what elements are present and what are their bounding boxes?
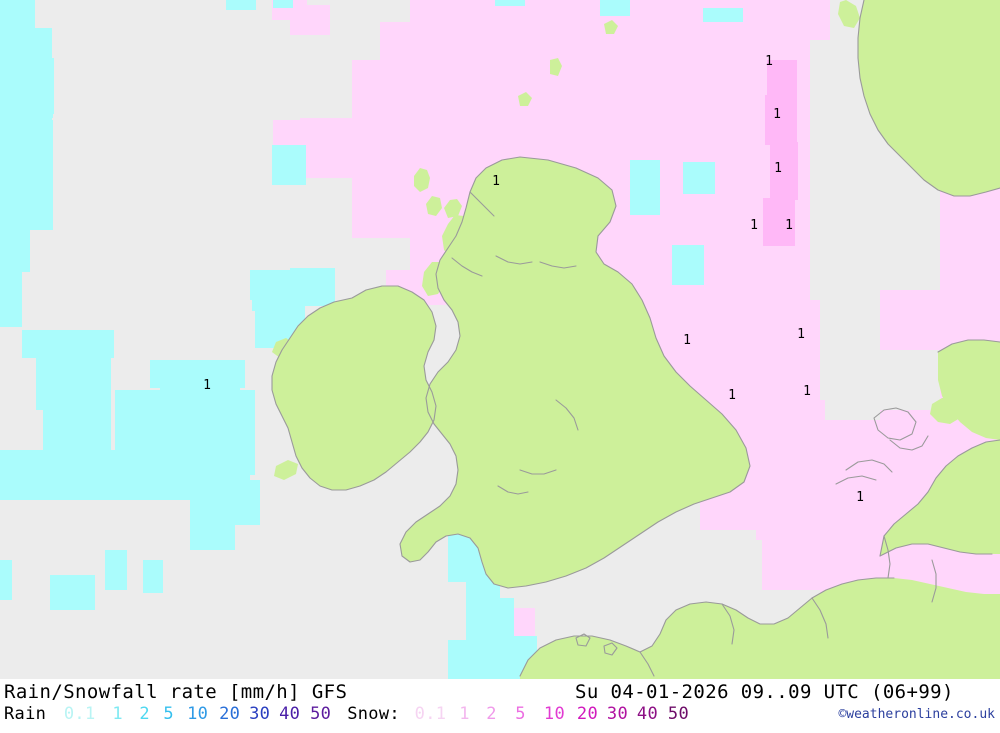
- land-north-islands: [604, 20, 618, 34]
- land-germany-east: [938, 340, 1000, 440]
- contour-label: 1: [683, 333, 691, 348]
- valid-datetime: Su 04-01-2026 09..09 UTC (06+99): [575, 681, 954, 703]
- land-skye: [444, 199, 462, 218]
- rain-scale-value-30: 30: [249, 704, 271, 724]
- contour-label: 1: [773, 107, 781, 122]
- contour-label: 1: [492, 174, 500, 189]
- contour-label: 1: [797, 327, 805, 342]
- land-shetland: [550, 58, 562, 76]
- land-outer-hebrides-n: [414, 168, 430, 192]
- snow-scale-value-50: 50: [667, 704, 689, 724]
- contour-label: 1: [750, 218, 758, 233]
- contour-label: 1: [774, 161, 782, 176]
- contour-labels: 1 1 1 1 1 1 1 1 1 1 1 1: [203, 54, 864, 505]
- land-great-britain: [400, 157, 750, 588]
- land-outer-hebrides-s: [426, 196, 442, 216]
- land-ireland: [272, 286, 436, 490]
- contour-label: 1: [765, 54, 773, 69]
- land-scotland-peninsula: [422, 262, 444, 296]
- snow-scale-caption: Snow:: [347, 704, 400, 724]
- snow-scale-value-40: 40: [636, 704, 658, 724]
- coastlines: [271, 0, 1000, 677]
- snow-scale-values: 0.1 1 2 5 10 20 30 40 50: [410, 704, 694, 724]
- snow-scale-value-5: 5: [515, 704, 526, 724]
- snow-scale-value-1: 1: [459, 704, 470, 724]
- rain-scale-values: 0.1 1 2 5 10 20 30 40 50: [57, 704, 337, 724]
- landmasses: [272, 0, 1000, 679]
- rain-scale-value-2: 2: [139, 704, 150, 724]
- rain-scale-value-5: 5: [163, 704, 174, 724]
- contour-label: 1: [803, 384, 811, 399]
- rain-scale-caption: Rain: [4, 704, 47, 724]
- chart-title: Rain/Snowfall rate [mm/h] GFS: [4, 681, 348, 703]
- land-low-countries: [880, 440, 1000, 556]
- map-canvas[interactable]: 1 1 1 1 1 1 1 1 1 1 1 1: [0, 0, 1000, 679]
- land-isle-of-man: [474, 400, 490, 418]
- rain-scale-value-1: 1: [112, 704, 123, 724]
- land-norway-coast-detail: [838, 0, 860, 28]
- snow-scale-value-0_1: 0.1: [414, 704, 447, 724]
- contour-label: 1: [856, 490, 864, 505]
- snow-scale-value-2: 2: [486, 704, 497, 724]
- snow-scale-value-10: 10: [543, 704, 565, 724]
- copyright-credit: ©weatheronline.co.uk: [838, 707, 995, 722]
- map-graphic: 1 1 1 1 1 1 1 1 1 1 1 1: [0, 0, 1000, 679]
- snow-scale-value-20: 20: [576, 704, 598, 724]
- land-norway: [858, 0, 1000, 196]
- contour-label: 1: [203, 378, 211, 393]
- rain-scale-value-40: 40: [279, 704, 301, 724]
- rain-scale-value-10: 10: [187, 704, 209, 724]
- contour-label: 1: [785, 218, 793, 233]
- land-france: [520, 578, 1000, 679]
- rain-scale-value-50: 50: [310, 704, 332, 724]
- legend-footer: Rain/Snowfall rate [mm/h] GFS Su 04-01-2…: [0, 679, 1000, 733]
- rain-scale-value-20: 20: [219, 704, 241, 724]
- snow-scale-value-30: 30: [606, 704, 628, 724]
- colour-scale-row: Rain 0.1 1 2 5 10 20 30 40 50 Snow: 0.1 1 2 5 10 20 30…: [4, 704, 694, 730]
- rain-scale-value-0_1: 0.1: [63, 704, 96, 724]
- contour-label: 1: [728, 388, 736, 403]
- land-orkney: [518, 92, 532, 106]
- land-denmark-jutland: [930, 398, 962, 424]
- land-ireland-sw-detail: [274, 460, 298, 480]
